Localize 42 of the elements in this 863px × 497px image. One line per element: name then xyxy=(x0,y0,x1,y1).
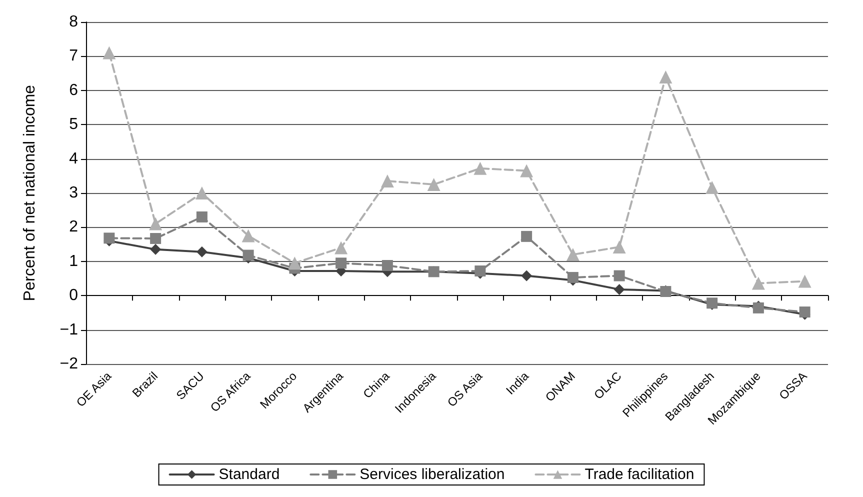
point xyxy=(196,246,208,258)
point xyxy=(196,211,208,222)
point xyxy=(334,241,348,254)
y-tick-label: 0 xyxy=(69,287,78,304)
legend-label: Trade facilitation xyxy=(584,466,694,483)
point xyxy=(102,46,116,60)
y-tick-label: 1 xyxy=(69,252,78,270)
point xyxy=(706,181,719,194)
x-tick-label: OS Asia xyxy=(444,368,486,410)
point xyxy=(752,276,765,290)
point xyxy=(149,217,162,230)
y-tick-label: 4 xyxy=(69,150,78,168)
point xyxy=(614,270,625,282)
point xyxy=(521,270,532,282)
y-axis-title: Percent of net national income xyxy=(22,84,38,302)
y-tick-label: 2 xyxy=(69,218,78,236)
point xyxy=(150,232,162,244)
point xyxy=(150,244,162,255)
point xyxy=(382,260,393,272)
point xyxy=(520,164,534,178)
y-tick-label: −1 xyxy=(60,321,78,338)
point xyxy=(521,230,532,242)
point xyxy=(336,258,347,269)
point xyxy=(427,178,440,191)
y-tick-label: 5 xyxy=(69,116,78,134)
legend-label: Services liberalization xyxy=(360,466,505,483)
point xyxy=(614,284,625,295)
point xyxy=(380,174,394,188)
point xyxy=(288,256,302,270)
point xyxy=(566,248,580,262)
point xyxy=(612,240,626,254)
point xyxy=(659,70,672,84)
y-tick-label: 3 xyxy=(69,184,78,202)
legend-label: Standard xyxy=(218,466,280,483)
y-tick-label: 6 xyxy=(69,82,78,99)
point xyxy=(195,186,208,200)
point xyxy=(798,274,812,288)
point xyxy=(474,162,487,175)
point xyxy=(567,272,578,283)
y-tick-label: 7 xyxy=(69,48,78,65)
point xyxy=(242,229,255,242)
y-tick-label: 8 xyxy=(69,14,78,30)
